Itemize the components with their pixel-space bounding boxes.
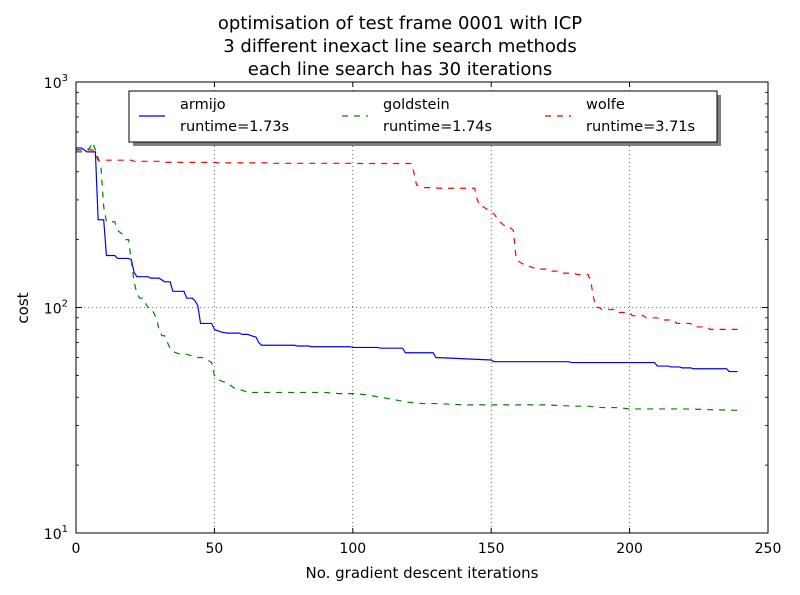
legend-runtime-wolfe: runtime=3.71s <box>586 119 695 135</box>
series-lines <box>76 140 738 411</box>
legend-label-wolfe: wolfe <box>586 97 625 113</box>
x-axis-label: No. gradient descent iterations <box>305 564 538 582</box>
legend-box <box>128 90 718 143</box>
legend: armijo runtime=1.73s goldstein runtime=1.74… <box>128 90 721 146</box>
x-tick-label: 200 <box>616 541 643 557</box>
x-tick-label: 50 <box>205 541 223 557</box>
y-axis-label: cost <box>14 292 32 323</box>
x-tick-label: 150 <box>478 541 505 557</box>
plot-frame <box>75 81 769 534</box>
series-line-wolfe <box>76 149 738 330</box>
x-tick-label: 0 <box>72 541 81 557</box>
x-tick-label: 100 <box>339 541 366 557</box>
grid <box>76 82 768 533</box>
tick-labels: 0 50 100 150 200 250 101 102 103 <box>44 73 782 557</box>
y-tick-label: 103 <box>44 73 68 92</box>
title-line-3: each line search has 30 iterations <box>248 59 552 80</box>
title-line-2: 3 different inexact line search methods <box>223 36 576 57</box>
x-tick-label: 250 <box>755 541 782 557</box>
legend-label-armijo: armijo <box>180 97 226 113</box>
legend-runtime-armijo: runtime=1.73s <box>180 119 289 135</box>
chart-title: optimisation of test frame 0001 with ICP… <box>218 13 582 80</box>
series-line-armijo <box>76 147 738 373</box>
y-tick-label: 101 <box>44 524 68 543</box>
legend-runtime-goldstein: runtime=1.74s <box>383 119 492 135</box>
legend-label-goldstein: goldstein <box>383 97 450 113</box>
series-line-goldstein <box>76 140 738 411</box>
title-line-1: optimisation of test frame 0001 with ICP <box>218 13 582 34</box>
y-tick-label: 102 <box>44 299 68 318</box>
